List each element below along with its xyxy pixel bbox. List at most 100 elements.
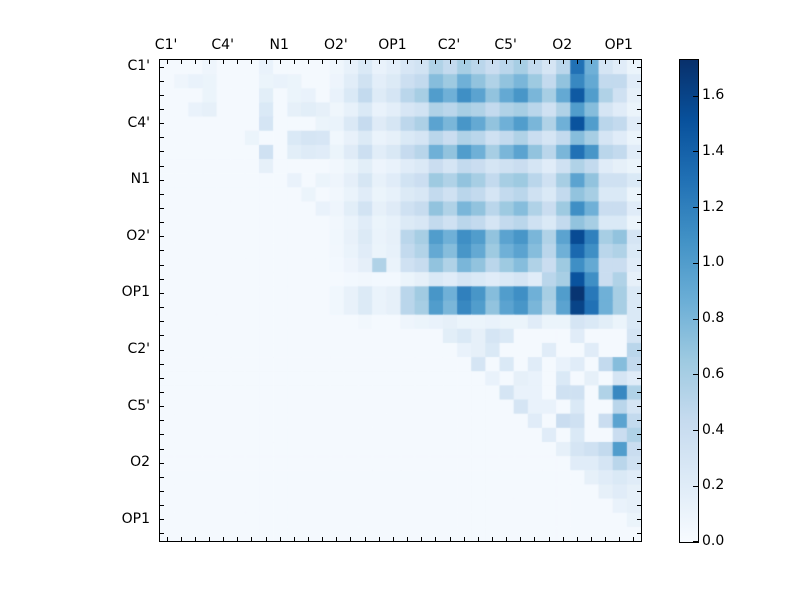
y-axis-label: C2' xyxy=(127,341,150,357)
top-axis-tick xyxy=(322,60,324,64)
y-axis-label: C4' xyxy=(127,114,150,131)
bottom-axis-tick xyxy=(223,537,225,541)
x-axis-label: C1' xyxy=(154,37,178,53)
left-axis-tick xyxy=(160,165,164,167)
left-axis-tick xyxy=(160,193,164,195)
x-axis-label: C5' xyxy=(494,37,517,53)
bottom-axis-tick xyxy=(293,537,295,541)
left-axis-tick xyxy=(160,250,164,252)
colorbar-tick xyxy=(693,262,698,264)
left-axis-tick xyxy=(160,264,164,266)
right-axis-tick xyxy=(637,462,641,464)
bottom-axis-tick xyxy=(209,537,210,541)
top-axis-tick xyxy=(619,60,621,64)
right-axis-tick xyxy=(637,80,641,82)
left-axis-tick xyxy=(160,391,164,393)
top-axis-tick xyxy=(392,60,394,64)
colorbar xyxy=(679,59,699,543)
top-axis-tick xyxy=(590,60,592,64)
colorbar-tick-label: 0.6 xyxy=(702,365,725,382)
left-axis-tick xyxy=(160,236,164,238)
right-axis-tick xyxy=(637,193,641,195)
top-axis-tick xyxy=(534,60,536,64)
top-axis-tick xyxy=(605,60,607,64)
left-axis-tick xyxy=(160,151,164,153)
y-axis-label: C1' xyxy=(127,58,150,75)
right-axis-tick xyxy=(637,363,641,365)
right-axis-tick xyxy=(637,377,641,379)
left-axis-tick xyxy=(160,448,164,450)
left-axis-tick xyxy=(160,123,164,125)
bottom-axis-tick xyxy=(421,537,423,541)
right-axis-tick xyxy=(637,66,641,68)
top-axis-tick xyxy=(477,60,479,64)
right-axis-tick xyxy=(637,335,641,337)
bottom-axis-tick xyxy=(619,537,621,541)
plot-area xyxy=(159,59,642,542)
bottom-axis-tick xyxy=(166,537,168,541)
bottom-axis-tick xyxy=(548,537,550,541)
right-axis-tick xyxy=(637,505,641,507)
bottom-axis-tick xyxy=(590,537,592,541)
bottom-axis-tick xyxy=(322,537,324,541)
left-axis-tick xyxy=(160,80,164,82)
colorbar-tick xyxy=(693,95,698,97)
bottom-axis-tick xyxy=(449,537,451,541)
top-axis-tick xyxy=(166,60,168,64)
colorbar-tick xyxy=(693,541,698,542)
right-axis-tick xyxy=(637,434,641,436)
left-axis-tick xyxy=(160,94,164,96)
colorbar-tick-label: 1.6 xyxy=(702,87,725,104)
right-axis-tick xyxy=(637,250,641,252)
left-axis-tick xyxy=(160,533,164,535)
bottom-axis-tick xyxy=(633,537,635,541)
top-axis-tick xyxy=(576,60,578,64)
colorbar-tick xyxy=(693,318,698,320)
bottom-axis-tick xyxy=(463,537,465,541)
right-axis-tick xyxy=(637,391,641,393)
top-axis-tick xyxy=(293,60,295,64)
x-axis-labels: C1' C4' N1 O2' OP1 C2' C5' O2 OP1 xyxy=(155,36,640,54)
left-axis-tick xyxy=(160,462,164,464)
right-axis-tick xyxy=(637,94,641,96)
top-axis-tick xyxy=(407,60,409,64)
bottom-axis-tick xyxy=(435,537,437,541)
left-axis-tick xyxy=(160,179,164,181)
right-axis-tick xyxy=(637,278,641,280)
top-axis-tick xyxy=(279,60,281,64)
right-axis-tick xyxy=(637,264,641,266)
left-axis-tick xyxy=(160,349,164,351)
right-axis-tick xyxy=(637,349,641,351)
right-axis-tick xyxy=(637,448,641,450)
colorbar-tick-label: 1.2 xyxy=(702,198,725,215)
y-axis-label: OP1 xyxy=(121,284,150,301)
bottom-axis-tick xyxy=(251,537,253,541)
left-axis-tick xyxy=(160,137,164,139)
x-axis-label: O2' xyxy=(323,37,348,53)
y-axis-label: C5' xyxy=(127,397,150,414)
colorbar-tick xyxy=(693,485,698,487)
bottom-axis-tick xyxy=(534,537,536,541)
right-axis-tick xyxy=(637,476,641,478)
x-axis-label: N1 xyxy=(269,37,289,53)
bottom-axis-tick xyxy=(562,537,564,541)
left-axis-tick xyxy=(160,519,164,521)
right-axis-tick xyxy=(637,533,641,535)
left-axis-tick xyxy=(160,307,164,309)
left-axis-tick xyxy=(160,292,164,294)
y-axis-label: O2' xyxy=(126,227,150,244)
left-axis-tick xyxy=(160,434,164,436)
bottom-axis-tick xyxy=(392,537,394,541)
right-axis-tick xyxy=(637,222,641,224)
top-axis-tick xyxy=(378,60,380,64)
left-axis-tick xyxy=(160,406,164,408)
top-axis-tick xyxy=(209,60,210,64)
bottom-axis-tick xyxy=(520,537,522,541)
left-axis-tick xyxy=(160,222,164,224)
top-axis-tick xyxy=(336,60,338,64)
colorbar-tick-label: 0.2 xyxy=(702,477,725,494)
colorbar-tick xyxy=(693,430,698,432)
x-axis-label: C2' xyxy=(437,37,461,53)
x-axis-label: OP1 xyxy=(604,37,633,53)
y-axis-labels: C1' C4' N1 O2' OP1 C2' C5' O2 OP1 xyxy=(0,58,154,540)
